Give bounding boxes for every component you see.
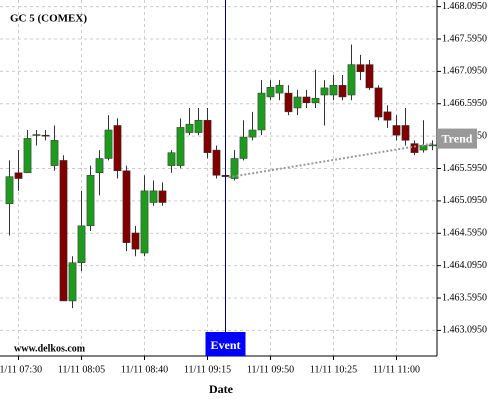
- candle-body: [347, 64, 356, 96]
- candle-body: [185, 123, 194, 133]
- candle-body: [428, 144, 437, 147]
- marks: [5, 44, 437, 309]
- candle-body: [95, 158, 104, 173]
- candle-body: [230, 158, 239, 179]
- candle-body: [311, 98, 320, 104]
- chart-title: GC 5 (COMEX): [10, 13, 87, 25]
- candle-body: [77, 225, 86, 263]
- candle-body: [176, 127, 185, 166]
- candle-body: [59, 160, 68, 302]
- candle-body: [113, 125, 122, 172]
- overlay: Event Trend: [205, 0, 477, 356]
- candle-body: [356, 64, 365, 72]
- candle-body: [68, 262, 77, 302]
- candle-body: [392, 125, 401, 136]
- candle-body: [140, 190, 149, 254]
- x-tick-label: 11/11 11:00: [373, 364, 420, 375]
- candle-body: [401, 125, 410, 141]
- candle-body: [167, 152, 176, 166]
- candle-body: [50, 140, 59, 166]
- candle-body: [104, 129, 113, 159]
- watermark: www.delkos.com: [14, 343, 86, 354]
- candle-body: [374, 87, 383, 118]
- candle-body: [131, 232, 140, 250]
- candle-body: [410, 143, 419, 153]
- candle-body: [329, 85, 338, 96]
- y-tick-label: 1.468.0950: [442, 1, 487, 12]
- candle-body: [32, 134, 41, 136]
- y-tick-label: 1.464.0950: [442, 260, 487, 271]
- candle-body: [203, 120, 212, 153]
- y-tick-label: 1.465.5950: [442, 163, 487, 174]
- x-tick-label: 11/11 08:05: [58, 364, 105, 375]
- y-tick-label: 1.467.5950: [442, 33, 487, 44]
- x-axis-title: Date: [209, 382, 234, 396]
- candle-body: [266, 86, 275, 98]
- x-tick-label: 11/11 07:30: [0, 364, 42, 375]
- candle-body: [5, 176, 14, 205]
- candle-body: [239, 136, 248, 159]
- candle-body: [302, 96, 311, 104]
- y-tick-label: 1.464.5950: [442, 228, 487, 239]
- candle-body: [284, 92, 293, 113]
- candle-body: [365, 64, 374, 89]
- y-tick-label: 1.463.5950: [442, 292, 487, 303]
- event-box: [205, 332, 246, 356]
- x-tick-label: 11/11 10:25: [310, 364, 357, 375]
- candle-body: [257, 92, 266, 131]
- candle-body: [248, 129, 257, 138]
- candle-body: [158, 190, 167, 203]
- candle-body: [419, 145, 428, 151]
- trend-line: [228, 142, 433, 179]
- y-tick-label: 1.463.0950: [442, 325, 487, 336]
- candle-body: [86, 175, 95, 227]
- x-tick-label: 11/11 09:15: [184, 364, 231, 375]
- candle-body: [338, 85, 347, 98]
- trend-box: [437, 128, 477, 149]
- event-label: Event: [211, 338, 241, 352]
- x-tick-label: 11/11 08:40: [121, 364, 168, 375]
- y-tick-label: 1.466.5950: [442, 98, 487, 109]
- candle-body: [23, 138, 32, 173]
- candle-body: [41, 134, 50, 137]
- trend-label: Trend: [442, 131, 473, 145]
- y-tick-label: 1.467.0950: [442, 66, 487, 77]
- x-tick-label: 11/11 09:50: [247, 364, 294, 375]
- candle-body: [275, 85, 284, 94]
- candle-body: [293, 96, 302, 109]
- candle-body: [122, 170, 131, 243]
- candle-body: [383, 111, 392, 121]
- candle-body: [149, 190, 158, 203]
- candle-body: [212, 149, 221, 176]
- candle-body: [14, 172, 23, 179]
- candle-body: [194, 120, 203, 133]
- candle-body: [320, 87, 329, 96]
- y-tick-label: 1.465.0950: [442, 195, 487, 206]
